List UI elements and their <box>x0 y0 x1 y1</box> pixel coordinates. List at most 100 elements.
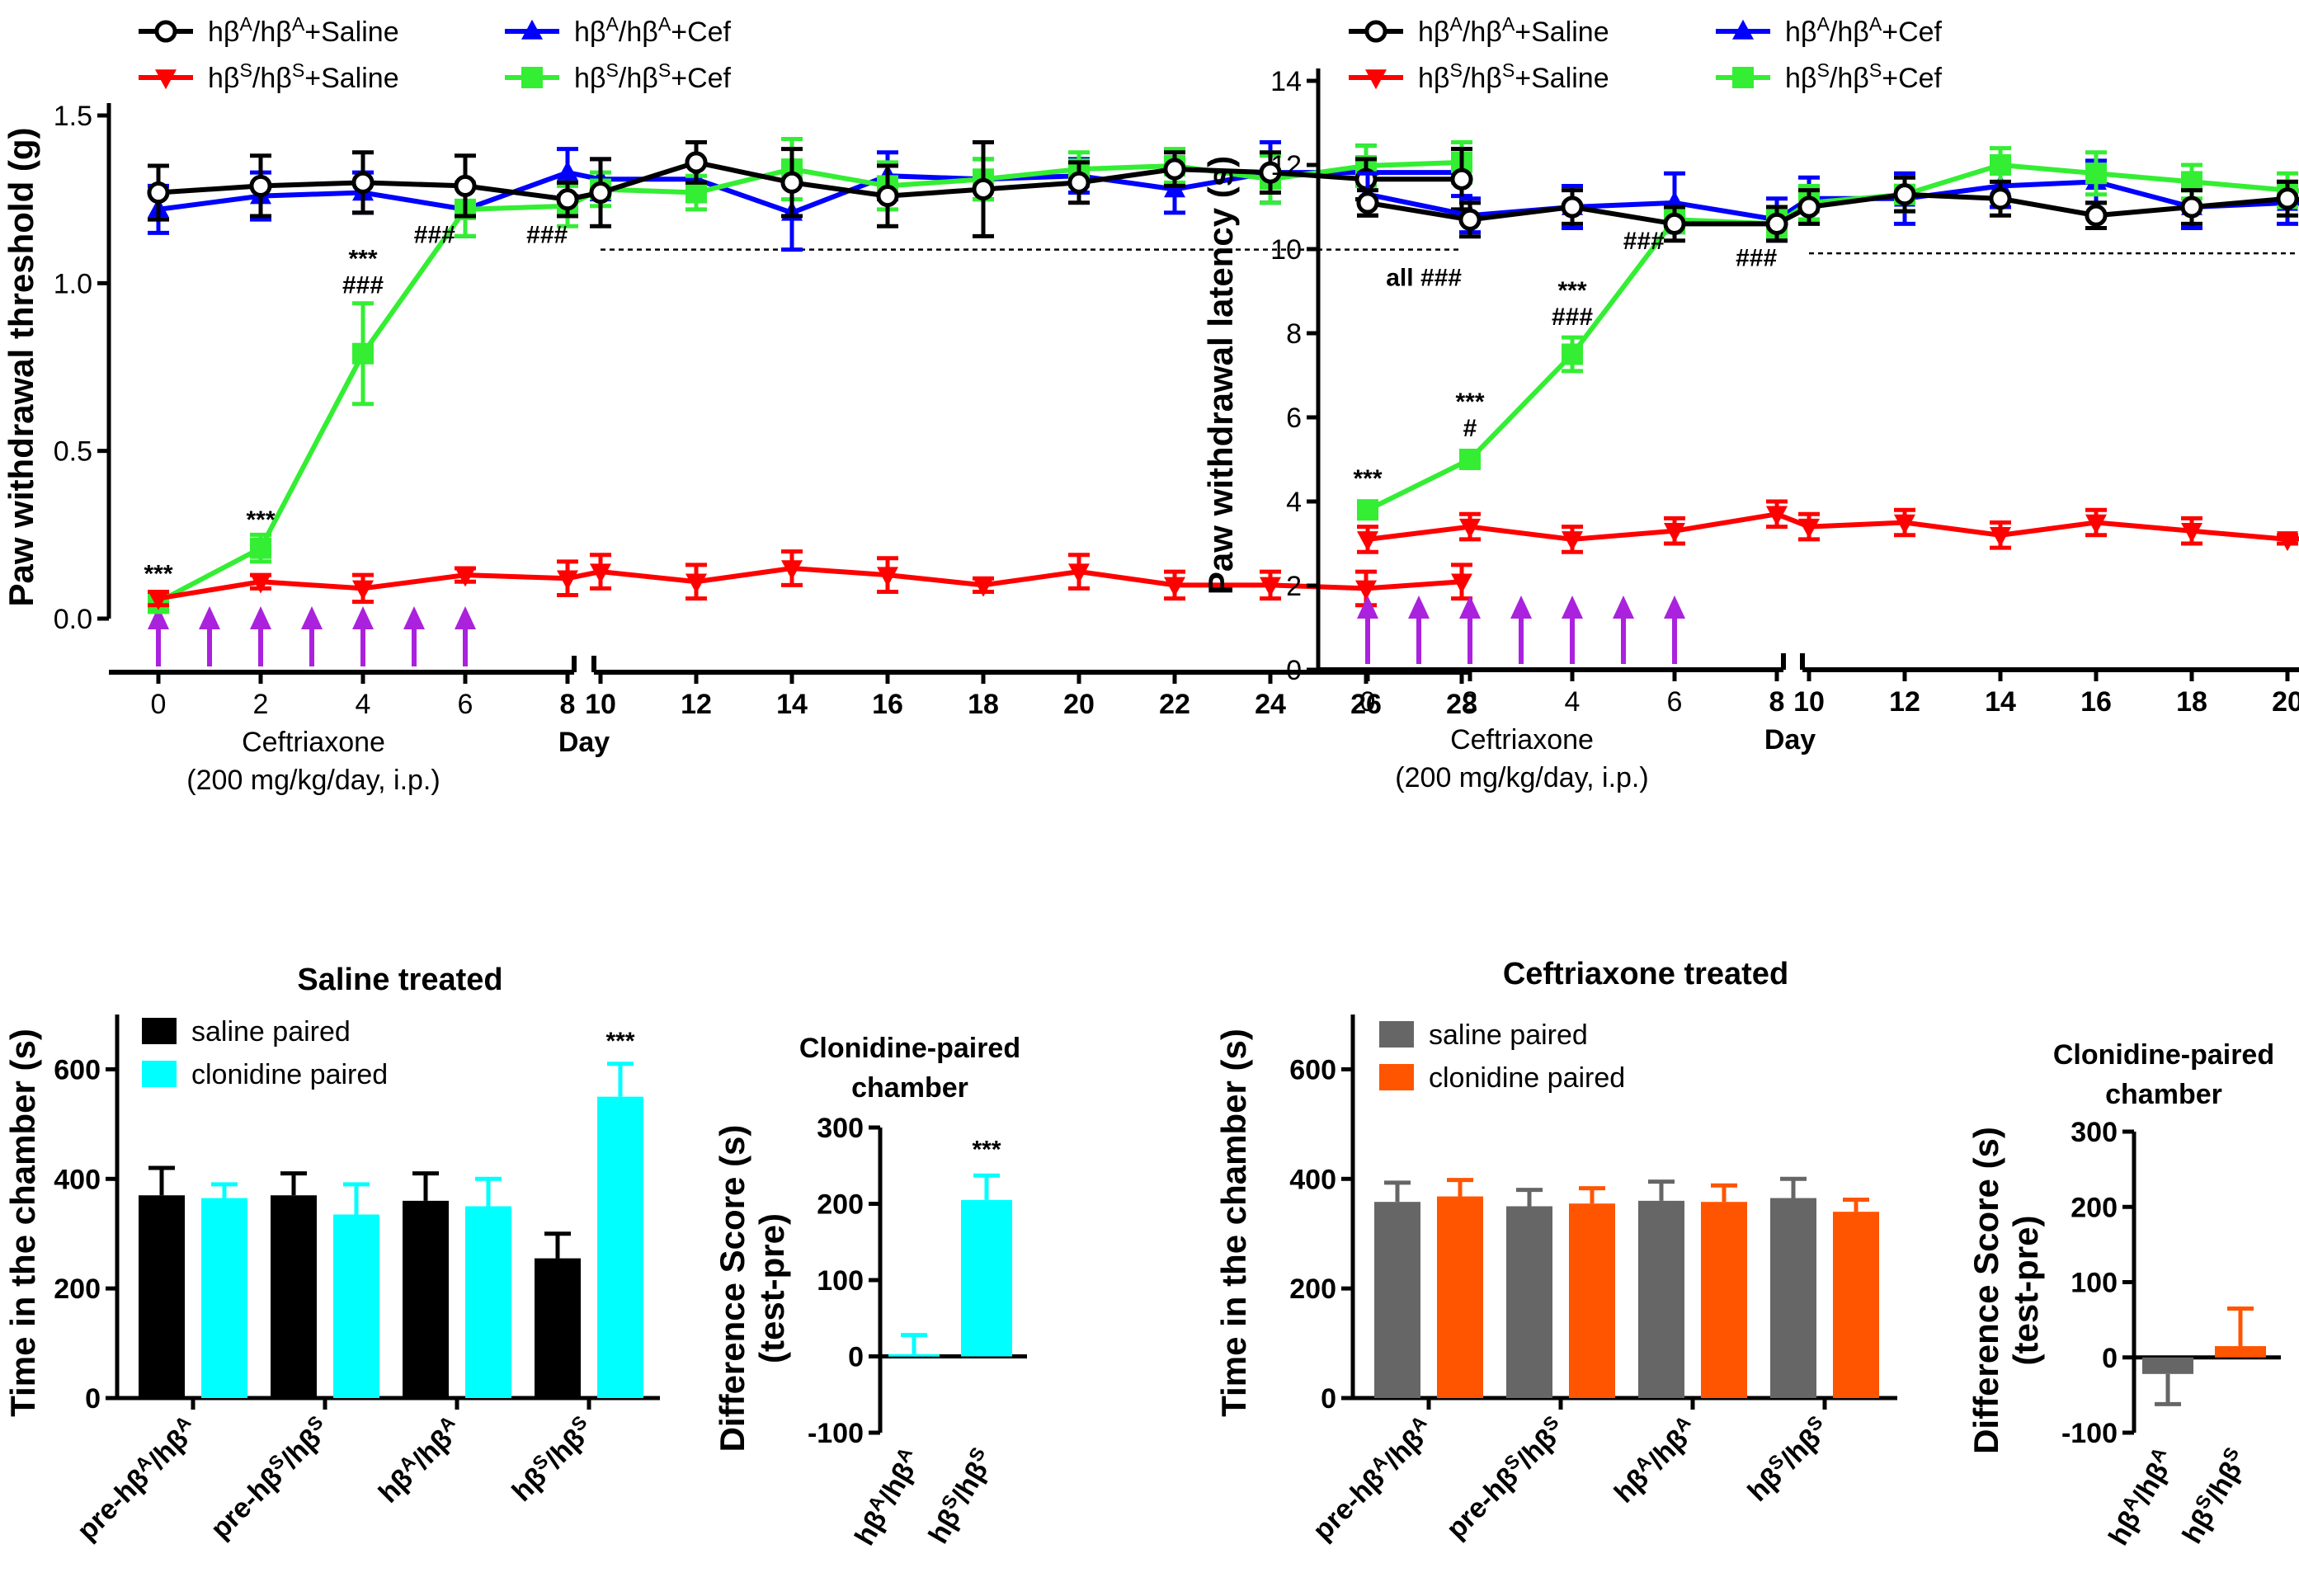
x-tick-label: 2 <box>253 689 269 720</box>
y-axis-label: Paw withdrawal threshold (g) <box>2 127 40 606</box>
x-category-label: hβS/hβS <box>504 1411 601 1508</box>
data-point <box>148 590 169 610</box>
y-tick-label: 400 <box>1289 1164 1336 1195</box>
y-tick-label: 100 <box>817 1265 864 1297</box>
injection-arrowhead <box>199 606 220 629</box>
y-tick-label: 300 <box>2071 1117 2118 1148</box>
data-point <box>1067 171 1091 194</box>
bar <box>535 1258 581 1398</box>
legend-marker <box>155 69 177 90</box>
y-tick-label: 200 <box>817 1189 864 1221</box>
data-point <box>972 177 995 201</box>
data-point <box>590 563 611 584</box>
x-category-label: hβS/hβS <box>920 1443 1001 1549</box>
data-point <box>1163 158 1186 181</box>
y-axis-label: Difference Score (s) <box>1967 1127 2005 1454</box>
legend-label: saline paired <box>191 1016 351 1048</box>
x-tick-label: 20 <box>1063 689 1095 720</box>
bar <box>139 1195 185 1398</box>
injection-arrowhead <box>403 606 425 629</box>
panel-b-line-chart: 024681012140246810121416182022242628DayC… <box>1201 13 2299 793</box>
data-point <box>557 160 578 181</box>
data-point <box>351 171 375 194</box>
data-point <box>249 174 272 197</box>
data-point <box>1893 183 1916 206</box>
panel-c-bar-chart: Saline treated 0 200 400 600 Time in the cham… <box>3 963 660 1547</box>
legend-label: saline paired <box>1429 1019 1588 1051</box>
x-note-line-2: (200 mg/kg/day, i.p.) <box>186 765 440 796</box>
data-point <box>1458 208 1482 231</box>
y-axis-label: Paw withdrawal latency (s) <box>1201 156 1240 595</box>
injection-arrowhead <box>250 606 271 629</box>
legend-label: clonidine paired <box>191 1059 388 1090</box>
x-tick-label: 26 <box>1350 689 1382 720</box>
significance-annotation: *** <box>246 506 275 534</box>
chart-title: chamber <box>2105 1079 2222 1110</box>
data-point <box>1459 449 1481 470</box>
injection-arrowhead <box>1357 596 1378 619</box>
bar <box>2215 1346 2266 1358</box>
legend-marker <box>1365 69 1387 90</box>
y-tick-label: 2 <box>1286 571 1302 602</box>
data-point <box>685 151 708 174</box>
data-point <box>877 567 898 587</box>
bar <box>1701 1202 1747 1398</box>
bar <box>1437 1196 1483 1398</box>
y-tick-label: 0 <box>1286 655 1302 686</box>
bar <box>2142 1357 2193 1374</box>
significance-annotation: *** <box>348 246 377 273</box>
significance-annotation: ### <box>526 222 568 249</box>
bar <box>961 1199 1012 1357</box>
panel-d-bar-chart: Ceftriaxone treated 0 200 400 600 Time in the… <box>1214 957 1897 1547</box>
data-point <box>1989 187 2012 210</box>
bar <box>333 1214 379 1398</box>
chart-title: Clonidine-paired <box>799 1033 1020 1064</box>
legend-label: hβS/hβS+Saline <box>1418 59 1609 94</box>
data-point <box>685 181 707 204</box>
bar <box>1833 1212 1879 1398</box>
data-point <box>1663 212 1686 235</box>
x-tick-label: 14 <box>1985 686 2016 718</box>
y-tick-label: 14 <box>1270 66 1302 97</box>
bar <box>465 1206 511 1398</box>
x-axis-label: Day <box>558 727 610 758</box>
x-tick-label: 6 <box>1667 686 1683 718</box>
data-point <box>1356 191 1379 214</box>
data-point <box>1451 573 1472 594</box>
chart-title: Clonidine-paired <box>2053 1039 2274 1071</box>
significance-annotation: *** <box>972 1136 1001 1163</box>
bar <box>888 1354 940 1357</box>
data-point <box>589 181 612 205</box>
data-point <box>1894 514 1915 534</box>
y-tick-label: -100 <box>2061 1418 2118 1449</box>
y-tick-label: 1.5 <box>54 101 92 132</box>
y-tick-label: 600 <box>1289 1054 1336 1085</box>
bar <box>403 1200 449 1398</box>
y-tick-label: 0 <box>2102 1343 2118 1374</box>
data-point <box>556 188 579 211</box>
data-point <box>352 580 374 600</box>
x-tick-label: 18 <box>968 689 999 720</box>
y-tick-label: 0 <box>85 1383 101 1415</box>
data-point <box>250 573 271 594</box>
data-point <box>1459 518 1481 539</box>
legend-label: hβA/hβA+Saline <box>1418 13 1609 48</box>
data-point <box>2085 162 2107 185</box>
x-tick-label: 8 <box>1769 686 1785 718</box>
y-tick-label: 300 <box>817 1113 864 1144</box>
data-point <box>1260 577 1281 597</box>
y-axis-label: Time in the chamber (s) <box>3 1029 42 1417</box>
data-point <box>1562 343 1583 365</box>
y-tick-label: 200 <box>1289 1274 1336 1305</box>
y-tick-label: 200 <box>2071 1192 2118 1223</box>
chart-title: Saline treated <box>297 963 502 997</box>
y-tick-label: 600 <box>54 1054 101 1085</box>
y-axis-label: (test-pre) <box>2006 1215 2045 1365</box>
bar <box>1770 1198 1816 1398</box>
x-tick-label: 6 <box>458 689 473 720</box>
legend-swatch <box>142 1018 177 1044</box>
legend-swatch <box>142 1061 177 1087</box>
significance-annotation: *** <box>144 560 172 587</box>
data-point <box>2276 187 2299 210</box>
